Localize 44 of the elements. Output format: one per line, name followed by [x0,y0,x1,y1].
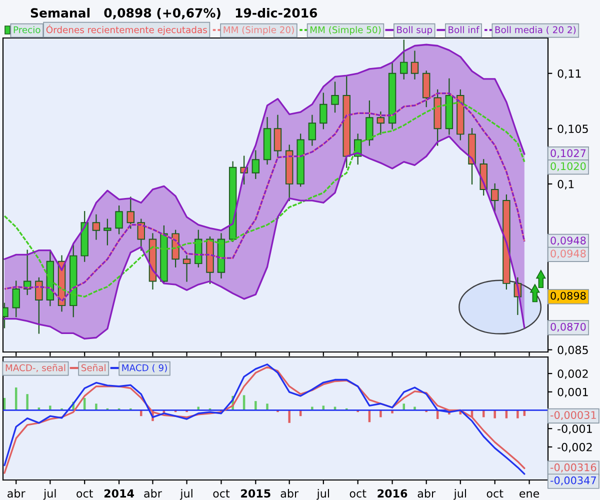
x-tick-label: oct [213,490,230,498]
x-tick-label: abr [144,489,162,498]
annotation: -0,00347 [550,476,596,486]
y-tick-label: 0,085 [558,346,588,356]
x-tick-label: 2015 [241,489,270,498]
legend-label: Boll inf [448,26,480,34]
series-label: MACD-, señal [6,364,66,372]
y-tick-label: 0,105 [558,124,588,134]
y-tick-label: 0,11 [558,69,581,79]
chart-title: Semanal 0,0898 (+0,67%) 19-dic-2016 [30,8,318,20]
x-tick-label: abr [280,489,299,498]
y-tick-label: 0,001 [558,388,588,398]
annotation: 0,0948 [550,236,586,246]
legend-label: MM (Simple 50) [310,26,381,35]
legend-label: MM (Simple 20) [224,26,294,35]
x-tick-label: 2014 [104,489,134,498]
annotation: 0,1027 [550,149,586,158]
annotation: -0,00316 [550,463,596,472]
legend-label: Boll media ( 20 2) [495,26,576,34]
x-tick-label: abr [418,489,436,498]
y-tick-label: -0,002 [558,442,592,452]
legend-label: Precio [14,26,40,34]
x-tick-label: oct [486,490,504,498]
x-tick-label: oct [76,490,93,498]
legend-label: Boll sup [397,26,432,35]
x-tick-label: jul [454,489,466,500]
y-tick-label: 0,1 [558,180,574,190]
annotation: -0,00031 [550,411,596,420]
annotation: 0,0898 [550,292,586,301]
x-tick-label: jul [316,489,329,500]
annotation: 0,0948 [550,250,586,259]
y-tick-label: 0,002 [558,369,588,380]
x-tick-label: abr [8,489,26,498]
annotation: 0,0870 [550,322,586,332]
x-tick-label: jul [43,489,56,500]
x-tick-label: 2016 [378,489,408,498]
legend-label: Señal [81,364,106,372]
text: Órdenes recientemente ejecutadas [46,24,207,35]
annotation: 0,1020 [550,162,586,172]
x-tick-label: oct [350,490,366,498]
x-tick-label: jul [180,489,192,500]
y-tick-label: -0,001 [558,424,592,434]
x-tick-label: ene [520,491,540,498]
legend-label: MACD ( 9) [122,364,167,372]
